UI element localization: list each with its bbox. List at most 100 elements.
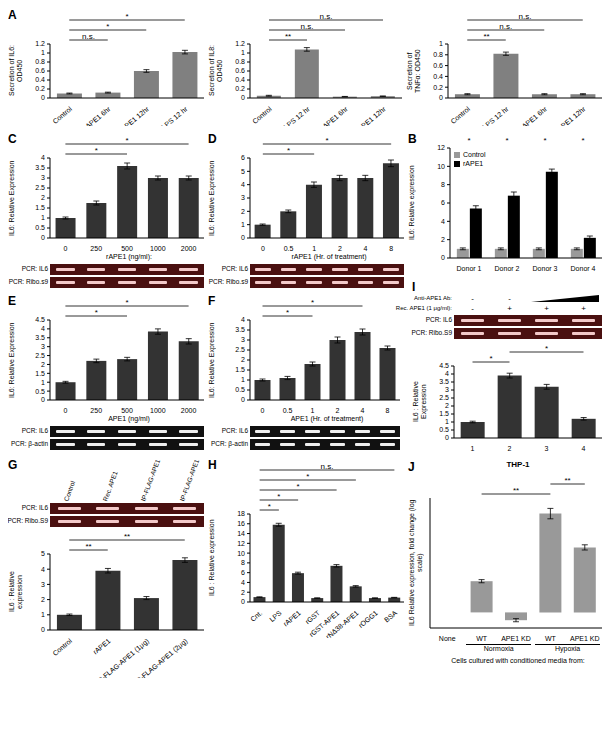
- svg-text:APE1 KD: APE1 KD: [570, 635, 600, 642]
- svg-text:0.2: 0.2: [235, 85, 245, 92]
- svg-text:0.2: 0.2: [35, 85, 45, 92]
- svg-text:WT: WT: [545, 635, 557, 642]
- svg-text:IP-FLAG-APE1 (2μg): IP-FLAG-APE1 (2μg): [134, 637, 190, 678]
- svg-text:1.2: 1.2: [235, 40, 245, 47]
- svg-text:3: 3: [241, 194, 245, 201]
- svg-text:12: 12: [237, 540, 245, 547]
- svg-text:**: **: [564, 476, 570, 485]
- svg-text:1: 1: [445, 418, 449, 425]
- svg-text:0: 0: [63, 407, 67, 414]
- svg-text:rOGG1: rOGG1: [357, 609, 379, 629]
- svg-text:*: *: [306, 472, 309, 481]
- svg-text:4.5: 4.5: [35, 316, 45, 323]
- svg-text:6: 6: [241, 154, 245, 161]
- svg-text:1: 1: [439, 40, 443, 47]
- svg-text:3: 3: [41, 343, 45, 350]
- svg-text:LPS 12 hr: LPS 12 hr: [160, 105, 189, 126]
- svg-text:1: 1: [41, 611, 45, 618]
- svg-text:Control: Control: [51, 637, 73, 657]
- svg-text:**: **: [285, 32, 291, 41]
- svg-text:0.4: 0.4: [235, 76, 245, 83]
- svg-text:0.5: 0.5: [284, 245, 294, 252]
- svg-text:0.5: 0.5: [235, 386, 245, 393]
- svg-text:LPS 12 hr: LPS 12 hr: [282, 105, 311, 126]
- svg-text:*: *: [125, 12, 128, 21]
- svg-text:APE1 12hr: APE1 12hr: [356, 105, 387, 126]
- svg-text:Cnt.: Cnt.: [249, 609, 263, 623]
- svg-text:3.5: 3.5: [439, 378, 449, 385]
- svg-text:rAPE1: rAPE1: [282, 609, 302, 627]
- svg-text:4.5: 4.5: [439, 362, 449, 369]
- svg-text:APE1 12hr: APE1 12hr: [120, 105, 151, 126]
- svg-text:BSA: BSA: [383, 609, 398, 624]
- svg-text:1.5: 1.5: [439, 410, 449, 417]
- svg-text:*: *: [268, 502, 271, 511]
- svg-text:4: 4: [241, 316, 245, 323]
- svg-text:1.2: 1.2: [35, 40, 45, 47]
- svg-text:*: *: [505, 136, 508, 145]
- svg-text:*: *: [297, 482, 300, 491]
- svg-text:250: 250: [90, 245, 102, 252]
- svg-text:0.8: 0.8: [433, 51, 443, 58]
- svg-text:2000: 2000: [181, 245, 197, 252]
- svg-text:4: 4: [241, 181, 245, 188]
- svg-text:n.s.: n.s.: [301, 22, 314, 31]
- svg-text:2: 2: [41, 361, 45, 368]
- svg-text:Donor 2: Donor 2: [495, 265, 520, 272]
- svg-text:6: 6: [441, 199, 445, 206]
- svg-text:Donor 3: Donor 3: [533, 265, 558, 272]
- svg-text:1: 1: [241, 376, 245, 383]
- svg-text:3: 3: [41, 581, 45, 588]
- svg-text:8: 8: [386, 407, 390, 414]
- svg-text:*: *: [467, 136, 470, 145]
- svg-text:2: 2: [508, 445, 512, 452]
- svg-text:APE1 6hr: APE1 6hr: [521, 105, 549, 126]
- svg-text:0.5: 0.5: [35, 388, 45, 395]
- svg-text:0: 0: [441, 254, 445, 261]
- svg-text:2: 2: [241, 208, 245, 215]
- svg-text:1.5: 1.5: [35, 204, 45, 211]
- svg-text:**: **: [483, 32, 489, 41]
- svg-text:2: 2: [338, 245, 342, 252]
- svg-text:2.5: 2.5: [35, 184, 45, 191]
- svg-text:APE1 6hr: APE1 6hr: [321, 105, 349, 126]
- svg-text:0.4: 0.4: [433, 73, 443, 80]
- svg-text:1: 1: [312, 245, 316, 252]
- svg-text:500: 500: [121, 407, 133, 414]
- svg-text:4: 4: [241, 579, 245, 586]
- svg-text:Control: Control: [449, 105, 471, 125]
- svg-text:*: *: [125, 136, 128, 145]
- svg-text:APE1 KD: APE1 KD: [501, 635, 531, 642]
- svg-text:n.s.: n.s.: [519, 12, 532, 21]
- svg-text:Control: Control: [51, 105, 73, 125]
- svg-text:*: *: [106, 22, 109, 31]
- svg-text:4: 4: [441, 218, 445, 225]
- svg-text:1: 1: [41, 379, 45, 386]
- svg-text:*: *: [95, 146, 98, 155]
- svg-text:LPS 12 hr: LPS 12 hr: [481, 105, 510, 126]
- svg-text:**: **: [513, 486, 519, 495]
- svg-text:16: 16: [237, 520, 245, 527]
- svg-text:**: **: [85, 542, 91, 551]
- svg-text:1000: 1000: [150, 245, 166, 252]
- svg-text:0.6: 0.6: [235, 67, 245, 74]
- svg-text:0: 0: [41, 94, 45, 101]
- svg-text:0.8: 0.8: [35, 58, 45, 65]
- svg-text:12: 12: [437, 144, 445, 151]
- svg-text:0.8: 0.8: [235, 58, 245, 65]
- svg-text:2000: 2000: [181, 407, 197, 414]
- svg-text:5: 5: [41, 550, 45, 557]
- svg-text:3.5: 3.5: [35, 164, 45, 171]
- svg-text:0: 0: [41, 234, 45, 241]
- svg-text:0.5: 0.5: [35, 224, 45, 231]
- svg-text:1: 1: [41, 214, 45, 221]
- svg-text:2: 2: [241, 356, 245, 363]
- svg-text:0.6: 0.6: [433, 62, 443, 69]
- svg-text:10: 10: [437, 163, 445, 170]
- svg-text:1: 1: [241, 49, 245, 56]
- svg-text:2.5: 2.5: [35, 352, 45, 359]
- svg-text:n.s.: n.s.: [320, 12, 333, 21]
- svg-text:*: *: [125, 298, 128, 307]
- svg-text:*: *: [286, 308, 289, 317]
- svg-text:3.5: 3.5: [35, 334, 45, 341]
